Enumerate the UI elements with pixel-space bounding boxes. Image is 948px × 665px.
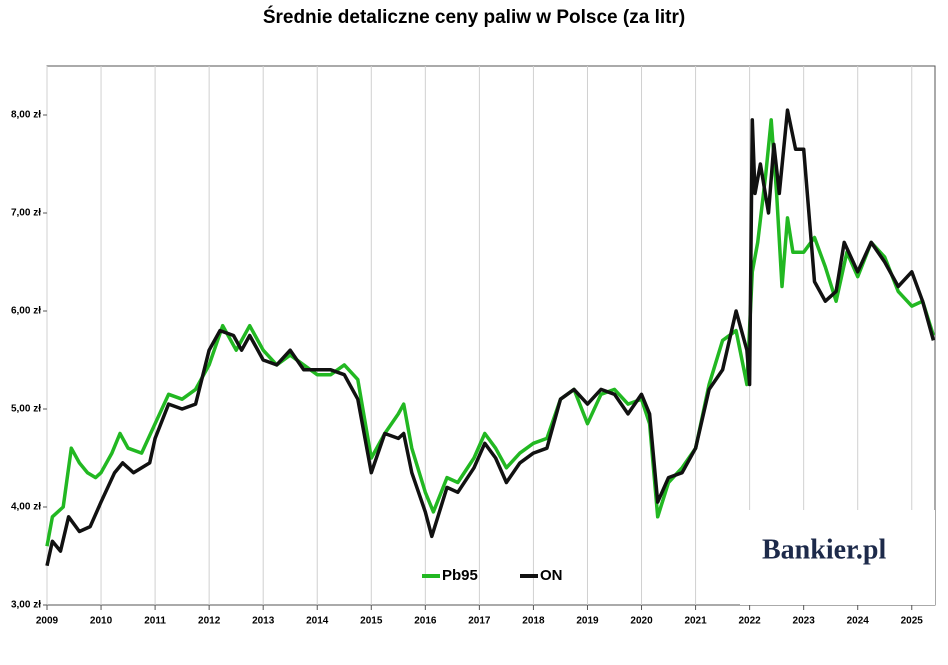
legend-label: Pb95 (442, 567, 478, 584)
x-tick-label: 2014 (306, 616, 329, 627)
legend-label: ON (540, 567, 563, 584)
y-tick-label: 6,00 zł (11, 306, 41, 317)
x-tick-label: 2024 (847, 616, 870, 627)
series-line (45, 108, 936, 567)
x-tick-label: 2021 (684, 616, 707, 627)
x-tick-label: 2010 (90, 616, 113, 627)
x-tick-label: 2013 (252, 616, 275, 627)
series-line (45, 118, 936, 547)
x-tick-label: 2019 (576, 616, 599, 627)
x-tick-label: 2012 (198, 616, 221, 627)
y-tick-label: 8,00 zł (11, 110, 41, 121)
x-tick-label: 2020 (630, 616, 653, 627)
y-tick-label: 7,00 zł (11, 208, 41, 219)
chart-title: Średnie detaliczne ceny paliw w Polsce (… (263, 6, 685, 28)
y-tick-label: 5,00 zł (11, 404, 41, 415)
x-tick-label: 2017 (468, 616, 491, 627)
x-tick-label: 2011 (144, 616, 166, 627)
watermark: Bankier.pl (762, 534, 886, 565)
x-tick-label: 2009 (36, 616, 59, 627)
x-tick-label: 2025 (901, 616, 924, 627)
x-tick-label: 2016 (414, 616, 437, 627)
x-tick-label: 2023 (793, 616, 816, 627)
y-tick-label: 3,00 zł (11, 600, 41, 611)
watermark-bg (740, 510, 935, 605)
x-tick-label: 2015 (360, 616, 383, 627)
x-tick-label: 2022 (738, 616, 761, 627)
x-tick-label: 2018 (522, 616, 545, 627)
y-tick-label: 4,00 zł (11, 502, 41, 513)
